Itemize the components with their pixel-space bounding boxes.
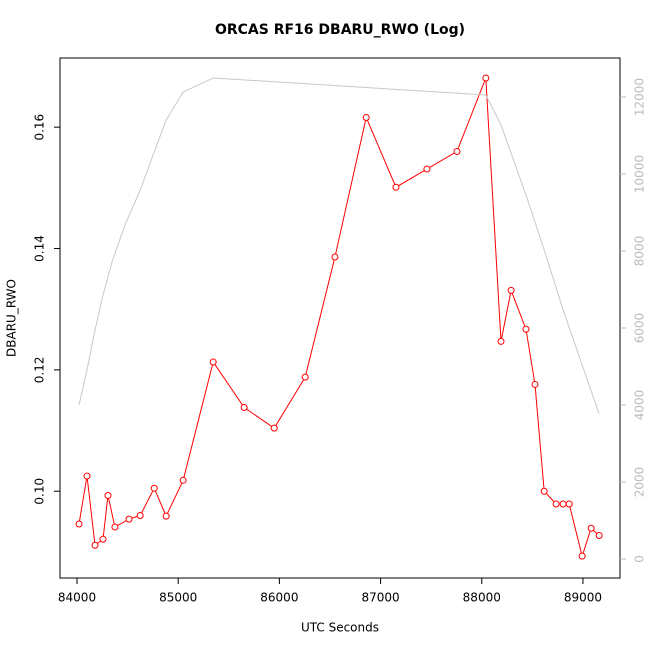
y2-tick-label: 0	[633, 555, 647, 563]
data-point	[507, 286, 515, 294]
data-point	[362, 113, 370, 121]
data-point	[209, 358, 217, 366]
data-point	[497, 337, 505, 345]
data-point	[531, 380, 539, 388]
data-point	[552, 500, 560, 508]
y2-tick-label: 2000	[633, 467, 647, 498]
data-point	[136, 512, 144, 520]
data-point	[240, 403, 248, 411]
data-point	[453, 147, 461, 155]
data-point	[111, 523, 119, 531]
y2-tick-label: 6000	[633, 313, 647, 344]
data-point	[99, 535, 107, 543]
data-point	[522, 325, 530, 333]
data-point	[565, 500, 573, 508]
x-tick-label: 88000	[463, 591, 501, 605]
y2-tick-label: 4000	[633, 390, 647, 421]
x-tick-label: 84000	[58, 591, 96, 605]
data-point	[104, 491, 112, 499]
data-point	[423, 165, 431, 173]
data-point	[179, 476, 187, 484]
data-point	[540, 487, 548, 495]
x-tick-label: 85000	[159, 591, 197, 605]
data-point	[331, 253, 339, 261]
plot-frame	[59, 57, 621, 579]
y-tick-label: 0.12	[33, 357, 47, 384]
data-point	[125, 515, 133, 523]
y-axis-label: DBARU_RWO	[5, 279, 19, 357]
data-point	[482, 74, 490, 82]
y-tick-label: 0.16	[33, 114, 47, 141]
x-tick-label: 89000	[564, 591, 602, 605]
y-tick-label: 0.10	[33, 478, 47, 505]
y2-tick-label: 12000	[633, 78, 647, 116]
chart-title: ORCAS RF16 DBARU_RWO (Log)	[215, 22, 465, 38]
y-tick-label: 0.14	[33, 235, 47, 262]
x-tick-label: 87000	[361, 591, 399, 605]
data-point	[392, 183, 400, 191]
data-point	[301, 373, 309, 381]
x-axis-label: UTC Seconds	[301, 621, 379, 635]
series-line	[78, 77, 600, 415]
data-point	[83, 472, 91, 480]
data-point	[75, 520, 83, 528]
data-point	[578, 552, 586, 560]
data-point	[91, 541, 99, 549]
data-point	[587, 524, 595, 532]
y2-tick-label: 10000	[633, 155, 647, 193]
data-point	[270, 424, 278, 432]
data-point	[595, 532, 603, 540]
x-tick-label: 86000	[260, 591, 298, 605]
data-point	[559, 500, 567, 508]
data-point	[150, 484, 158, 492]
y2-tick-label: 8000	[633, 236, 647, 267]
data-point	[162, 512, 170, 520]
